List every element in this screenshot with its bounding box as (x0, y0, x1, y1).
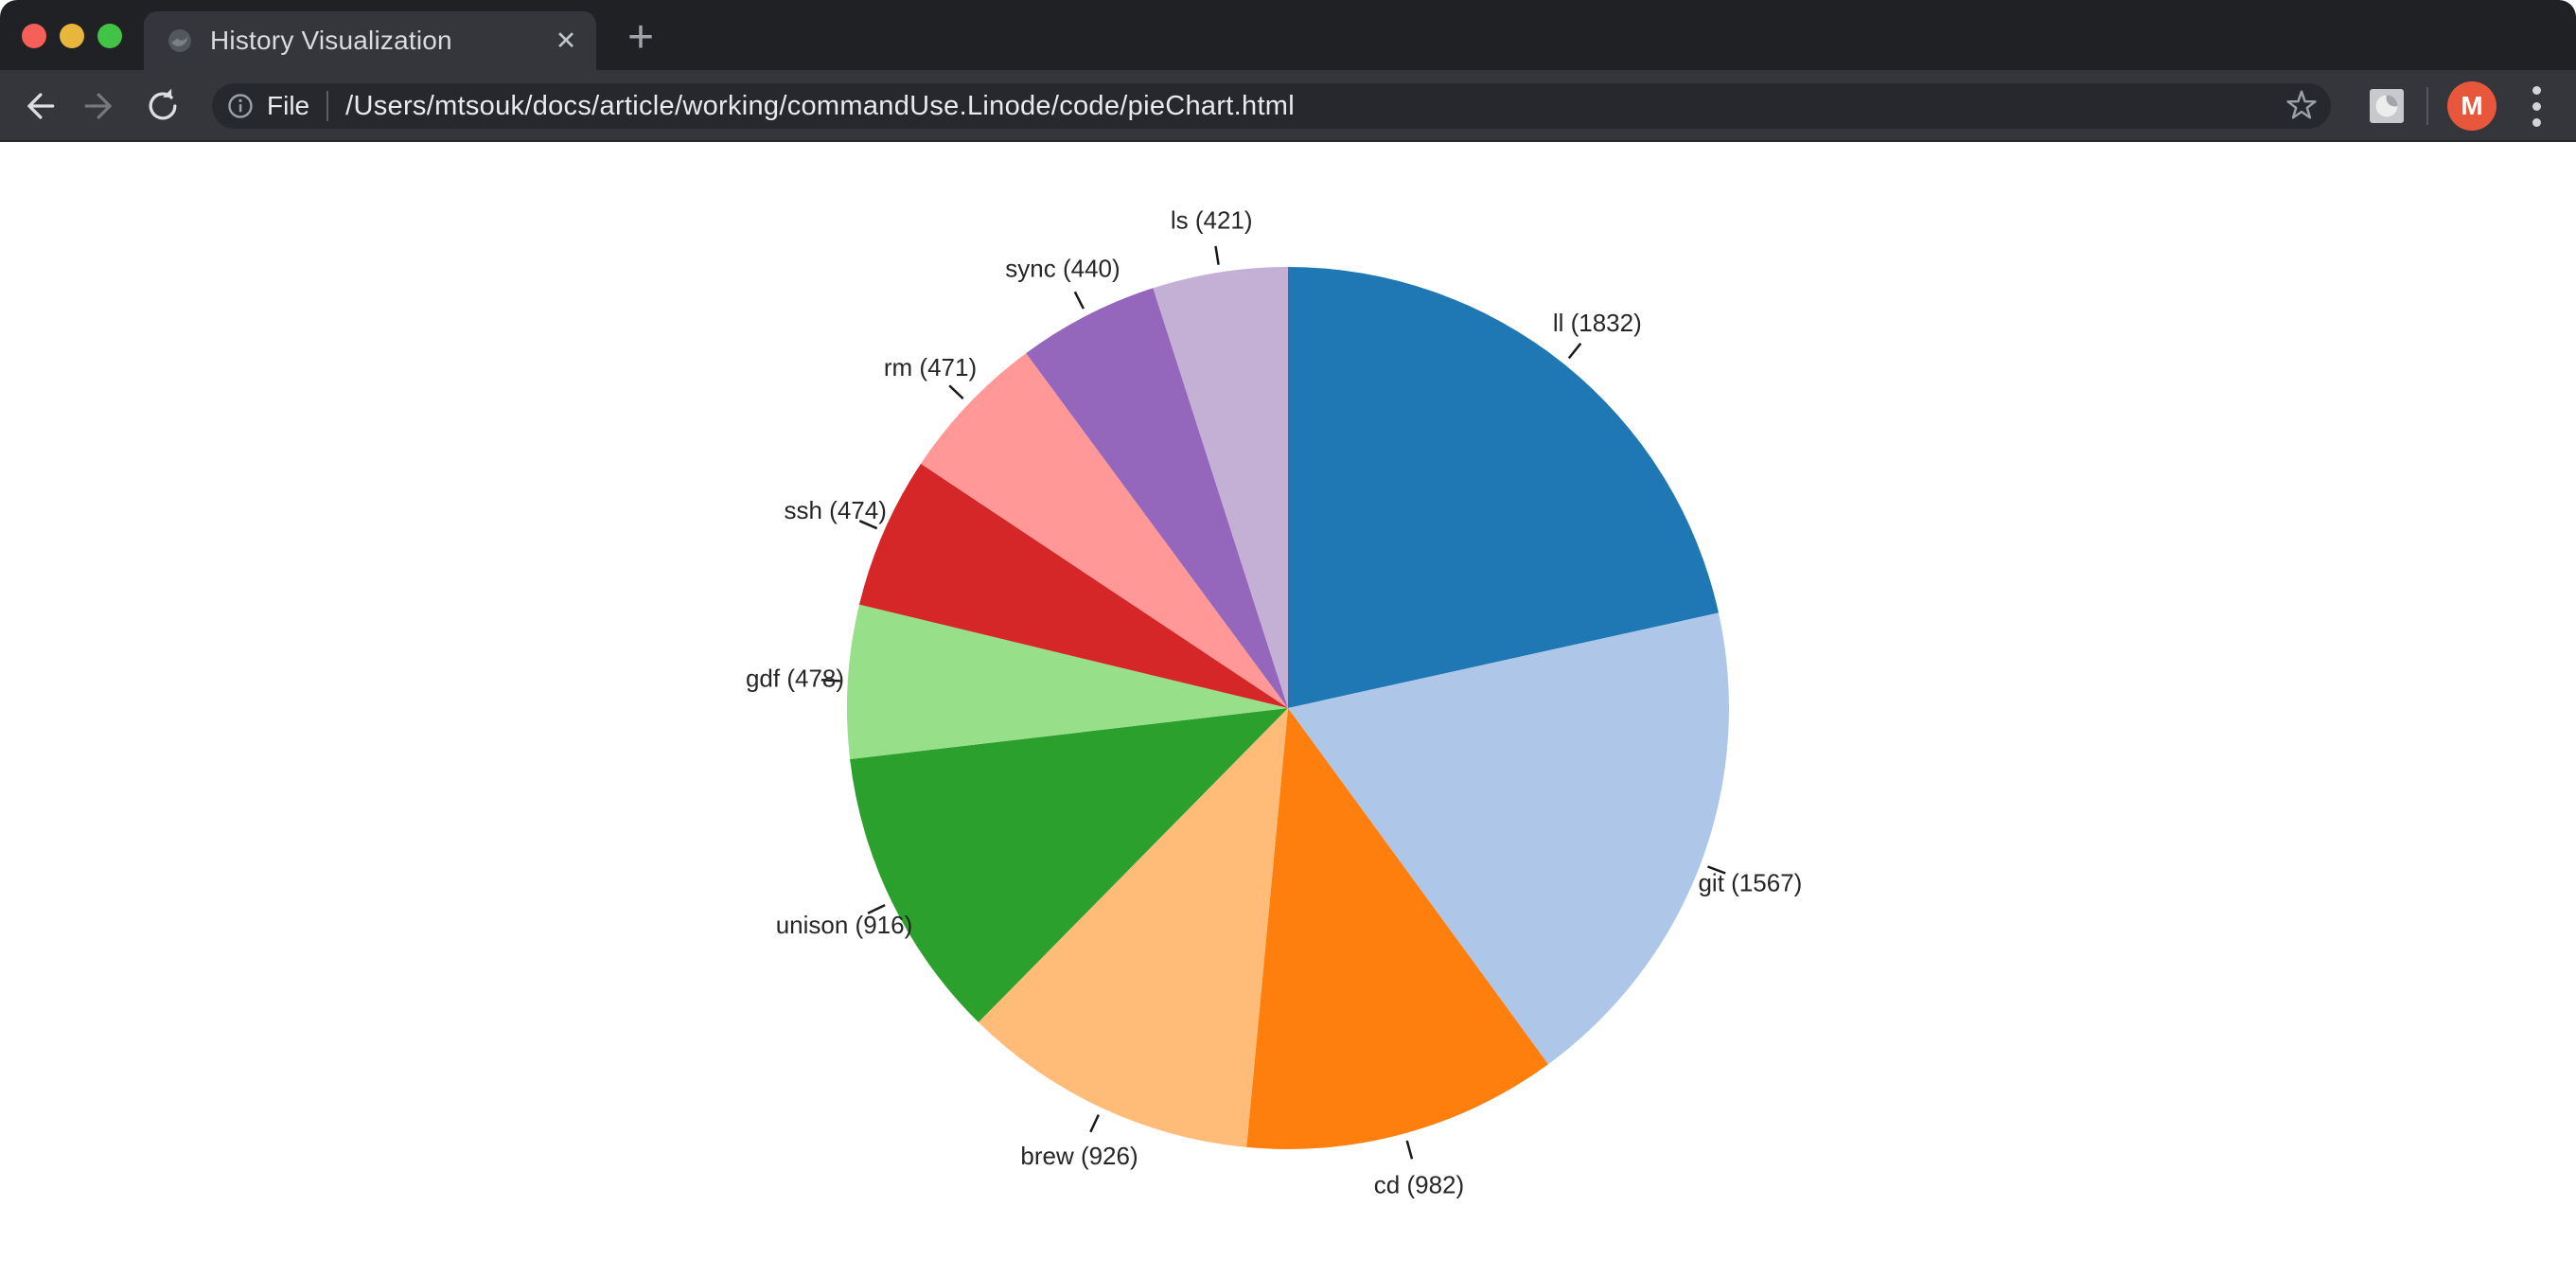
pie-tick-unison (867, 903, 886, 914)
pie-tick-ssh (858, 520, 878, 530)
pie-slice-unison (850, 708, 1288, 1022)
window-zoom-button[interactable] (97, 24, 122, 48)
extension-swirl-icon (2370, 89, 2404, 123)
kebab-menu-icon (2532, 85, 2541, 95)
pie-tick-rm (948, 384, 964, 400)
pie-label-git: git (1567) (1698, 868, 1802, 896)
pie-tick-sync (1073, 291, 1085, 310)
pie-label-sync: sync (440) (1005, 254, 1120, 282)
pie-label-gdf: gdf (478) (746, 665, 844, 693)
pie-label-brew: brew (926) (1020, 1142, 1138, 1170)
profile-avatar[interactable]: M (2447, 81, 2497, 131)
pie-tick-gdf (820, 678, 840, 683)
forward-button[interactable] (79, 85, 121, 127)
reload-icon (149, 88, 177, 120)
address-bar[interactable]: File /Users/mtsouk/docs/article/working/… (212, 83, 2331, 129)
pie-label-rm: rm (471) (884, 353, 977, 381)
bookmark-star-icon[interactable] (2284, 88, 2320, 124)
pie-slice-brew (978, 708, 1288, 1147)
window-close-button[interactable] (22, 24, 46, 48)
forward-arrow-icon (84, 93, 112, 119)
back-button[interactable] (18, 85, 60, 127)
url-scheme-chip: File (267, 91, 310, 120)
kebab-menu-button[interactable] (2523, 83, 2550, 129)
pie-tick-ls (1214, 245, 1220, 265)
globe-favicon-icon (168, 29, 191, 52)
page-content: ll (1832) git (1567) cd (982) brew (926) uni… (0, 142, 2576, 1275)
pie-label-ll: ll (1832) (1553, 309, 1642, 337)
pie-label-cd: cd (982) (1374, 1170, 1464, 1198)
pie-label-ls: ls (421) (1171, 205, 1253, 234)
window-minimize-button[interactable] (60, 24, 84, 48)
url-text: /Users/mtsouk/docs/article/working/comma… (345, 90, 1296, 121)
pie-label-ssh: ssh (474) (785, 496, 887, 524)
toolbar: File /Users/mtsouk/docs/article/working/… (0, 70, 2576, 142)
pie-slice-ssh (859, 463, 1288, 708)
pie-label-unison: unison (916) (776, 911, 913, 939)
toolbar-separator (2426, 87, 2428, 125)
tab-title: History Visualization (210, 26, 452, 55)
tab-close-icon[interactable]: ✕ (555, 26, 577, 55)
tab-history-visualization[interactable]: History Visualization ✕ (144, 11, 596, 70)
pie-slice-ls (1153, 266, 1288, 708)
pie-tick-git (1707, 865, 1726, 875)
tab-strip: History Visualization ✕ + (0, 0, 2576, 70)
back-arrow-icon (27, 93, 55, 119)
pie-slice-ll (1288, 267, 1719, 708)
pie-chart: ll (1832) git (1567) cd (982) brew (926) uni… (746, 205, 1802, 1198)
pie-slice-sync (1026, 288, 1288, 708)
extension-button[interactable] (2370, 89, 2404, 123)
new-tab-button[interactable]: + (626, 11, 655, 62)
pie-slice-cd (1246, 708, 1548, 1149)
url-separator (326, 91, 329, 121)
pie-tick-ll (1567, 343, 1582, 360)
pie-tick-brew (1089, 1114, 1100, 1133)
pie-slice-gdf (846, 604, 1288, 759)
pie-slice-rm (921, 353, 1288, 708)
pie-slice-git (1288, 612, 1729, 1065)
pie-tick-cd (1405, 1140, 1414, 1160)
reload-button[interactable] (142, 85, 184, 127)
info-icon[interactable] (227, 93, 254, 119)
